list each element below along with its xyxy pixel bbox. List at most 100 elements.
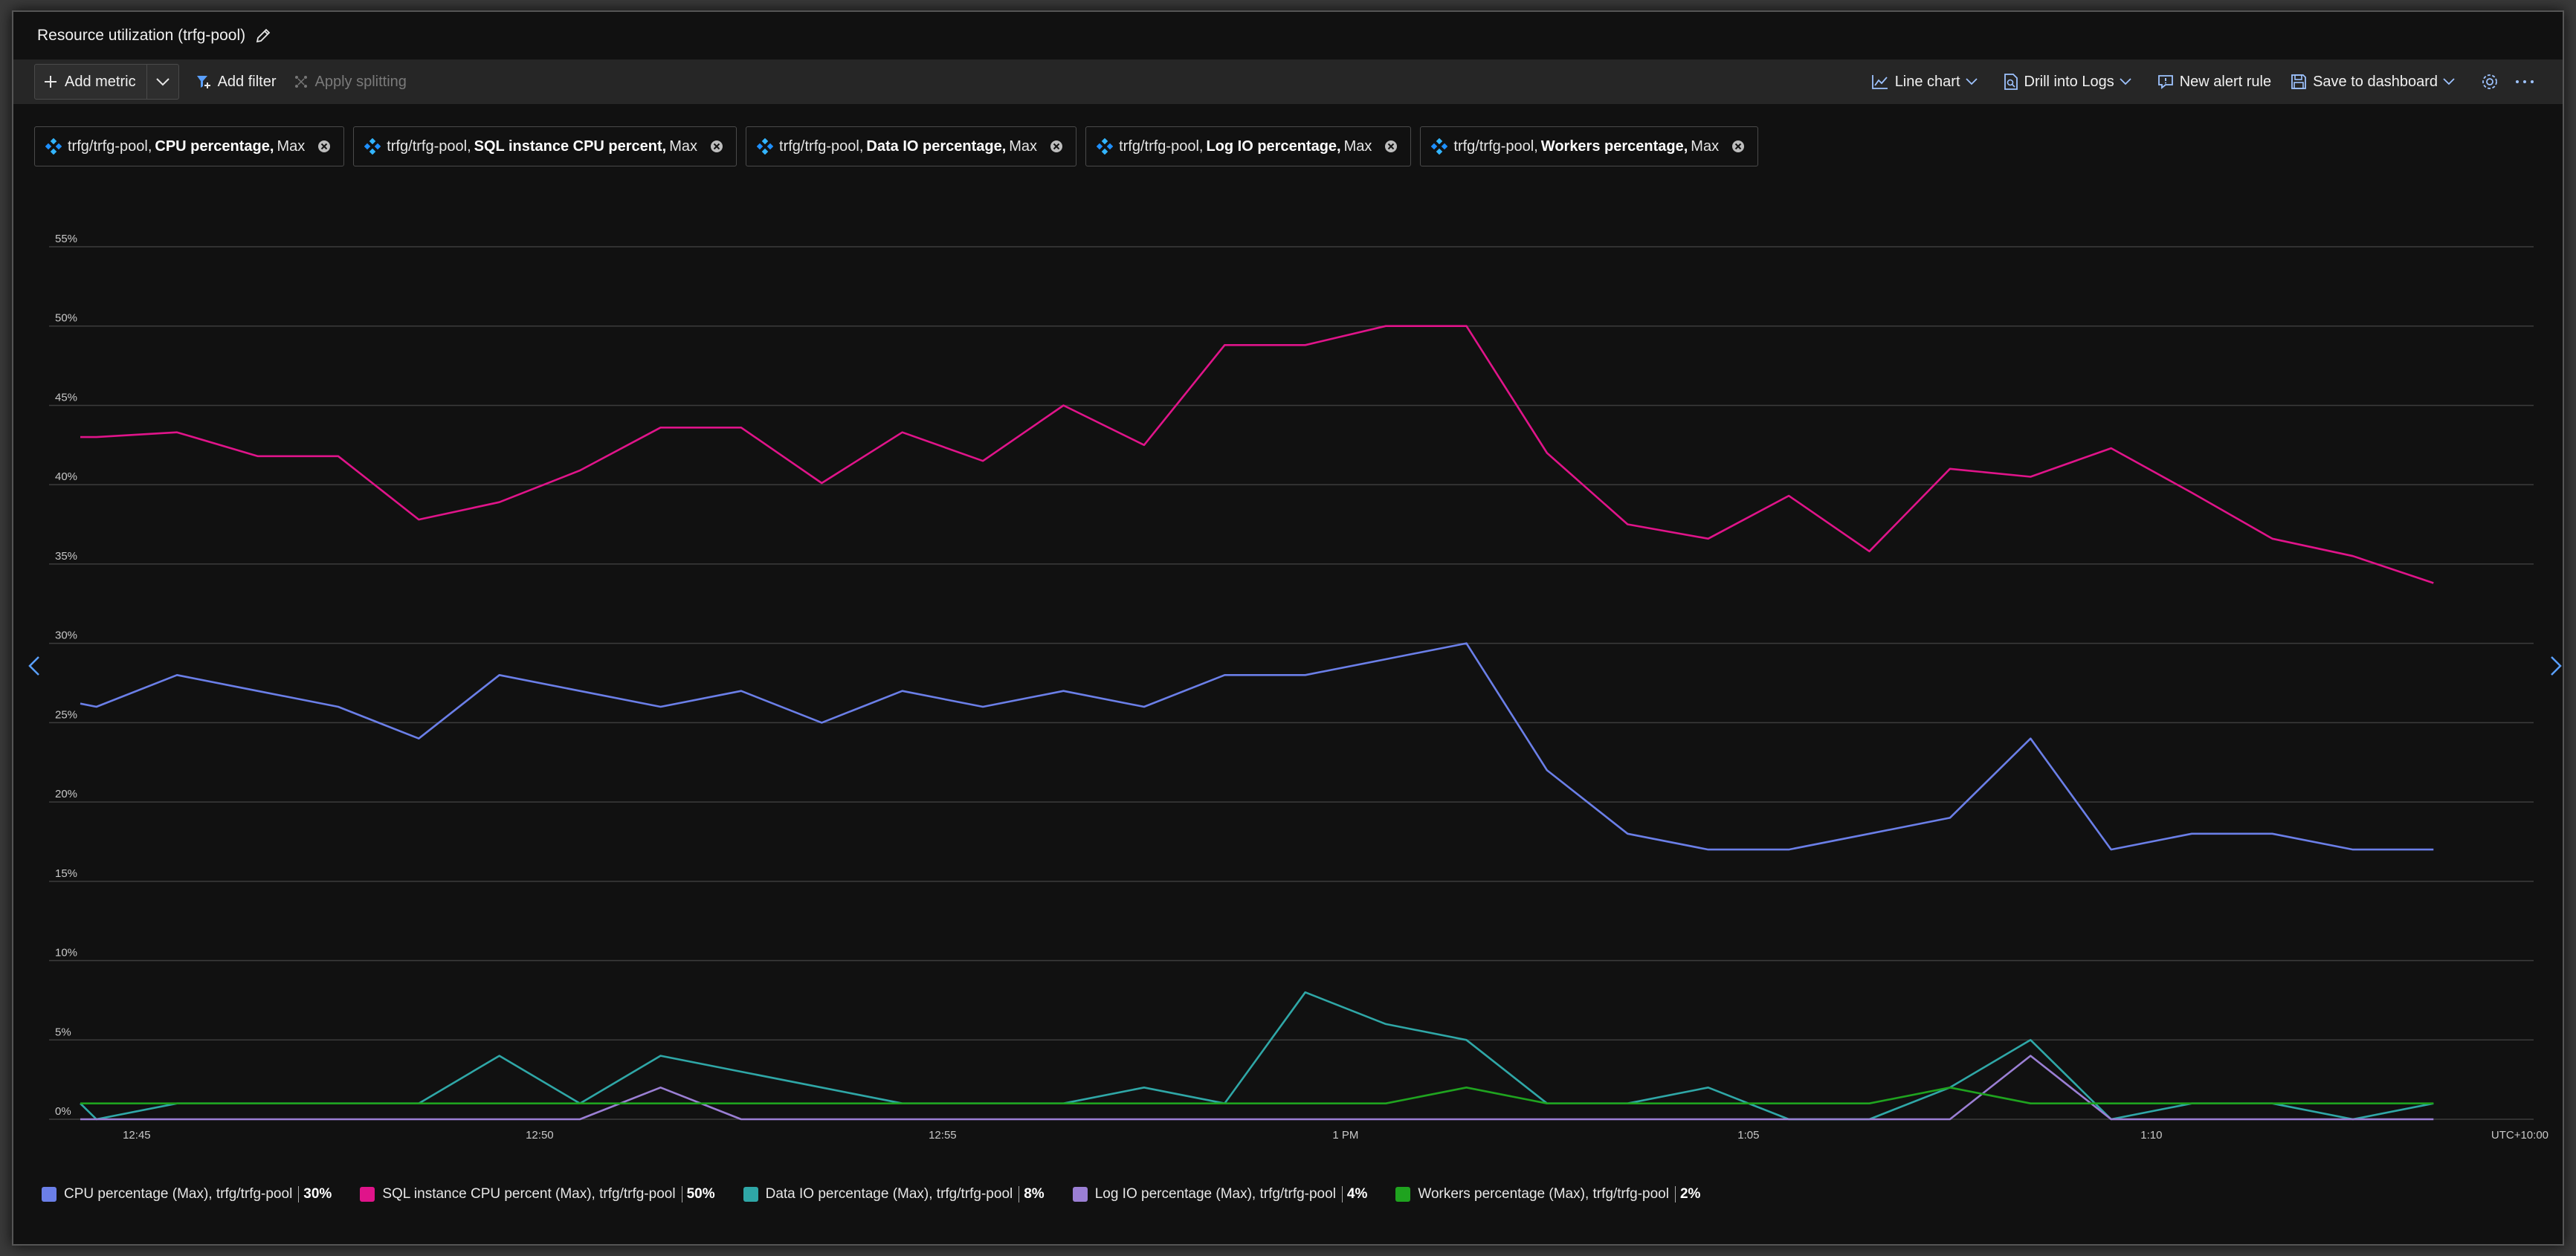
gear-icon bbox=[2482, 74, 2497, 89]
pill-aggregation: Max bbox=[669, 137, 698, 155]
legend-value: 50% bbox=[681, 1186, 715, 1202]
page-title: Resource utilization (trfg-pool) bbox=[37, 27, 246, 44]
legend-value: 2% bbox=[1674, 1186, 1700, 1202]
close-icon[interactable] bbox=[317, 139, 332, 154]
sql-pool-icon bbox=[364, 138, 381, 155]
alert-icon bbox=[2157, 75, 2173, 89]
new-alert-rule-label: New alert rule bbox=[2179, 73, 2272, 90]
sql-pool-icon bbox=[757, 138, 774, 155]
settings-button[interactable] bbox=[2481, 73, 2505, 91]
metric-pill-log-io[interactable]: trfg/trfg-pool, Log IO percentage, Max bbox=[1085, 126, 1412, 166]
add-metric-split-button: Add metric bbox=[34, 64, 179, 100]
add-metric-dropdown[interactable] bbox=[146, 65, 178, 99]
more-options-button[interactable] bbox=[2515, 79, 2540, 85]
toolbar-right: Line chart Drill into Logs bbox=[1852, 73, 2540, 91]
line-chart[interactable]: 0% 5% 10% 15% 20% 25% 30% 35% 40% 45% 50% 55% 12:45 1… bbox=[13, 12, 2563, 1244]
legend-label: SQL instance CPU percent (Max), trfg/trf… bbox=[382, 1186, 676, 1202]
legend-item-log-io[interactable]: Log IO percentage (Max), trfg/trfg-pool … bbox=[1072, 1186, 1367, 1202]
add-filter-label: Add filter bbox=[217, 73, 277, 90]
plus-icon bbox=[45, 76, 57, 88]
pill-metric: Workers percentage, bbox=[1540, 137, 1688, 155]
metric-pill-sql-cpu[interactable]: trfg/trfg-pool, SQL instance CPU percent… bbox=[353, 126, 737, 166]
series-line-1[interactable] bbox=[80, 642, 2434, 851]
pill-aggregation: Max bbox=[277, 137, 306, 155]
pill-metric: Log IO percentage, bbox=[1206, 137, 1341, 155]
close-icon[interactable] bbox=[1384, 139, 1398, 154]
legend-label: Workers percentage (Max), trfg/trfg-pool bbox=[1418, 1186, 1669, 1202]
legend-value: 8% bbox=[1019, 1186, 1045, 1202]
chart-legend: CPU percentage (Max), trfg/trfg-pool 30%… bbox=[42, 1186, 1728, 1202]
chevron-right-icon[interactable] bbox=[2544, 651, 2566, 681]
y-tick-label: 40% bbox=[55, 470, 77, 483]
y-tick-label: 55% bbox=[55, 233, 77, 245]
apply-splitting-button[interactable]: Apply splitting bbox=[293, 74, 407, 91]
legend-label: Log IO percentage (Max), trfg/trfg-pool bbox=[1094, 1186, 1336, 1202]
y-tick-label: 25% bbox=[55, 708, 77, 721]
series-line-4[interactable] bbox=[80, 1087, 2434, 1104]
pill-resource: trfg/trfg-pool, bbox=[1453, 137, 1538, 155]
x-tick-label: 1:10 bbox=[2140, 1129, 2162, 1142]
y-tick-label: 5% bbox=[55, 1026, 71, 1038]
y-tick-label: 30% bbox=[55, 629, 77, 642]
add-filter-button[interactable]: Add filter bbox=[196, 74, 277, 91]
toolbar: Add metric Add filter Apply bbox=[13, 59, 2563, 104]
pill-metric: Data IO percentage, bbox=[866, 137, 1007, 155]
x-tick-label: 12:55 bbox=[929, 1129, 957, 1142]
y-tick-label: 50% bbox=[55, 312, 77, 325]
x-tick-label: 12:50 bbox=[526, 1129, 554, 1142]
new-alert-rule-button[interactable]: New alert rule bbox=[2157, 74, 2271, 91]
series-line-0[interactable] bbox=[80, 325, 2434, 584]
pill-resource: trfg/trfg-pool, bbox=[1119, 137, 1204, 155]
y-tick-label: 0% bbox=[55, 1105, 71, 1118]
metric-pill-workers[interactable]: trfg/trfg-pool, Workers percentage, Max bbox=[1420, 126, 1759, 166]
save-to-dashboard-label: Save to dashboard bbox=[2313, 73, 2438, 90]
sql-pool-icon bbox=[1431, 138, 1448, 155]
pencil-icon[interactable] bbox=[254, 27, 272, 45]
add-metric-button[interactable]: Add metric bbox=[35, 65, 146, 99]
legend-item-sql-cpu[interactable]: SQL instance CPU percent (Max), trfg/trf… bbox=[360, 1186, 715, 1202]
legend-swatch bbox=[1395, 1187, 1411, 1202]
legend-label: CPU percentage (Max), trfg/trfg-pool bbox=[64, 1186, 293, 1202]
close-icon[interactable] bbox=[1049, 139, 1064, 154]
y-tick-label: 15% bbox=[55, 867, 77, 880]
logs-icon bbox=[2004, 74, 2018, 90]
drill-into-logs-dropdown[interactable]: Drill into Logs bbox=[2004, 73, 2138, 91]
legend-item-cpu[interactable]: CPU percentage (Max), trfg/trfg-pool 30% bbox=[42, 1186, 332, 1202]
pill-resource: trfg/trfg-pool, bbox=[387, 137, 471, 155]
chevron-down-icon bbox=[1965, 78, 1978, 85]
close-icon[interactable] bbox=[709, 139, 724, 154]
legend-swatch bbox=[1072, 1187, 1088, 1202]
pill-resource: trfg/trfg-pool, bbox=[68, 137, 152, 155]
add-metric-label: Add metric bbox=[65, 73, 136, 90]
sql-pool-icon bbox=[45, 138, 62, 155]
pill-metric: SQL instance CPU percent, bbox=[474, 137, 667, 155]
pill-metric: CPU percentage, bbox=[155, 137, 274, 155]
legend-label: Data IO percentage (Max), trfg/trfg-pool bbox=[765, 1186, 1013, 1202]
x-tick-label: 12:45 bbox=[123, 1129, 151, 1142]
save-icon bbox=[2291, 74, 2306, 89]
metrics-window: Resource utilization (trfg-pool) Add met… bbox=[12, 10, 2564, 1246]
y-tick-label: 35% bbox=[55, 550, 77, 563]
series-line-3[interactable] bbox=[80, 1055, 2434, 1121]
chevron-down-icon bbox=[2443, 78, 2455, 85]
line-chart-label: Line chart bbox=[1894, 73, 1960, 90]
series-line-2[interactable] bbox=[80, 991, 2434, 1121]
title-bar: Resource utilization (trfg-pool) bbox=[13, 12, 2563, 59]
metric-pill-cpu[interactable]: trfg/trfg-pool, CPU percentage, Max bbox=[34, 126, 345, 166]
chevron-down-icon bbox=[2120, 78, 2131, 85]
pill-aggregation: Max bbox=[1691, 137, 1720, 155]
chevron-left-icon[interactable] bbox=[24, 651, 46, 681]
metric-pill-data-io[interactable]: trfg/trfg-pool, Data IO percentage, Max bbox=[746, 126, 1077, 166]
legend-item-workers[interactable]: Workers percentage (Max), trfg/trfg-pool… bbox=[1395, 1186, 1700, 1202]
line-chart-dropdown[interactable]: Line chart bbox=[1871, 74, 1984, 91]
legend-swatch bbox=[42, 1187, 57, 1202]
legend-item-data-io[interactable]: Data IO percentage (Max), trfg/trfg-pool… bbox=[743, 1186, 1045, 1202]
close-icon[interactable] bbox=[1731, 139, 1746, 154]
filter-icon bbox=[196, 76, 210, 88]
legend-swatch bbox=[743, 1187, 758, 1202]
legend-value: 4% bbox=[1341, 1186, 1367, 1202]
pill-aggregation: Max bbox=[1009, 137, 1038, 155]
chevron-down-icon bbox=[155, 78, 170, 86]
save-to-dashboard-dropdown[interactable]: Save to dashboard bbox=[2291, 74, 2462, 91]
legend-swatch bbox=[360, 1187, 375, 1202]
